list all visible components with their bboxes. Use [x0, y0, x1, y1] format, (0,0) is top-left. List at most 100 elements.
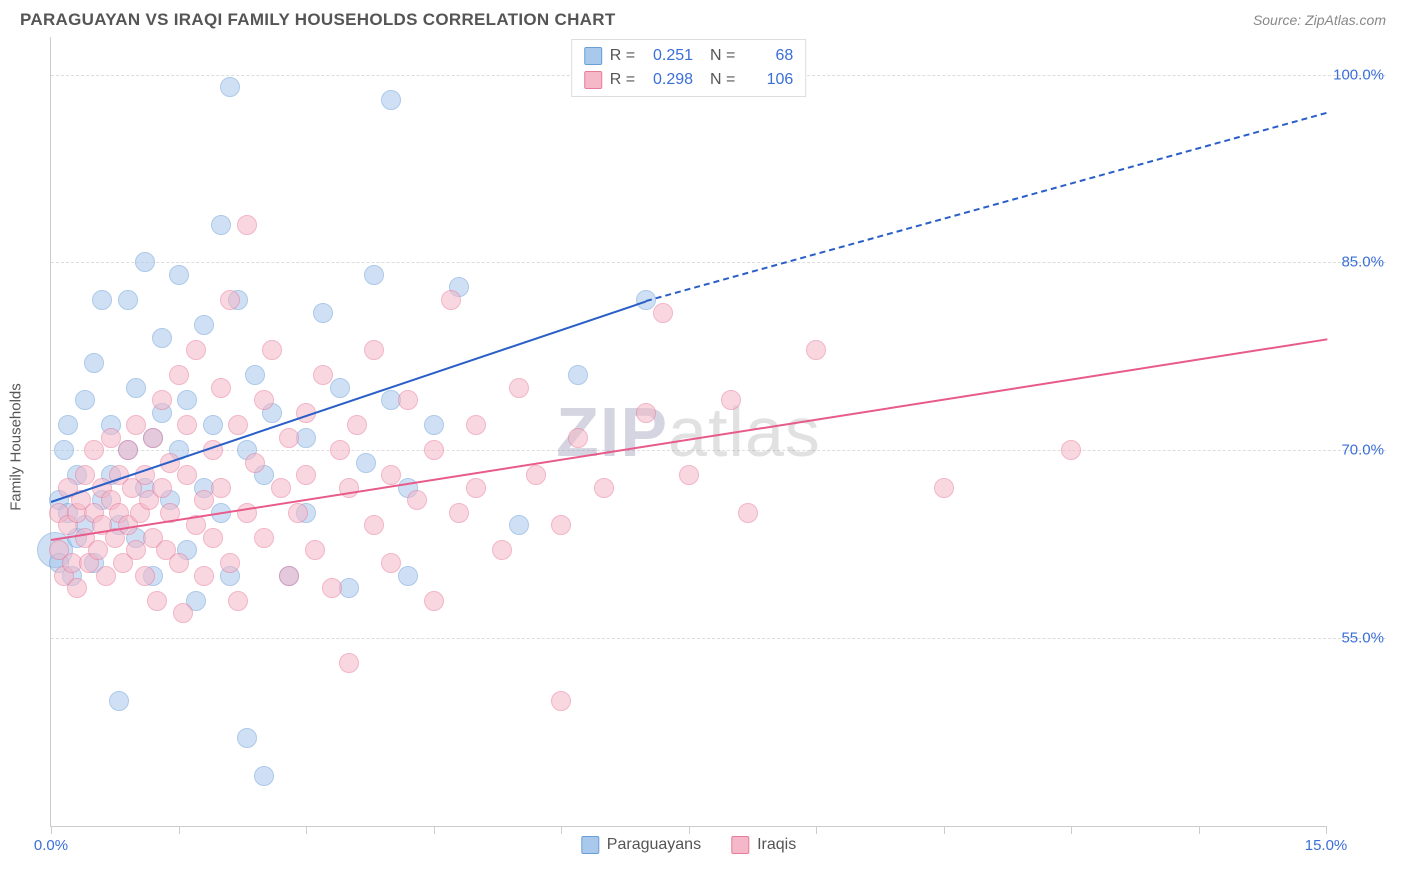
scatter-point	[653, 303, 673, 323]
scatter-point	[313, 365, 333, 385]
scatter-point	[296, 428, 316, 448]
n-value: 106	[743, 68, 793, 92]
x-tick	[306, 826, 307, 834]
scatter-point	[568, 428, 588, 448]
watermark: ZIPatlas	[556, 392, 821, 472]
chart-area: Family Households ZIPatlas R =0.251 N =6…	[50, 37, 1386, 857]
scatter-point	[152, 390, 172, 410]
scatter-point	[934, 478, 954, 498]
scatter-point	[398, 566, 418, 586]
scatter-point	[126, 415, 146, 435]
legend-item: Paraguayans	[581, 836, 701, 854]
scatter-point	[169, 553, 189, 573]
legend-swatch	[581, 836, 599, 854]
scatter-point	[254, 390, 274, 410]
scatter-point	[245, 365, 265, 385]
r-value: 0.298	[643, 68, 693, 92]
scatter-point	[194, 566, 214, 586]
scatter-point	[313, 303, 333, 323]
scatter-point	[296, 465, 316, 485]
stat-label: R =	[610, 44, 635, 68]
scatter-point	[228, 415, 248, 435]
scatter-point	[262, 340, 282, 360]
series-label: Iraqis	[757, 836, 796, 854]
correlation-legend: R =0.251 N =68R =0.298 N =106	[571, 39, 807, 97]
gridline-h	[51, 262, 1386, 263]
scatter-point	[551, 515, 571, 535]
scatter-point	[75, 390, 95, 410]
scatter-point	[220, 290, 240, 310]
x-tick	[1071, 826, 1072, 834]
scatter-point	[424, 415, 444, 435]
y-tick-label: 70.0%	[1329, 442, 1384, 459]
scatter-point	[449, 503, 469, 523]
scatter-point	[636, 403, 656, 423]
scatter-point	[424, 591, 444, 611]
scatter-point	[211, 478, 231, 498]
trend-line	[646, 112, 1327, 302]
scatter-point	[254, 766, 274, 786]
scatter-point	[135, 252, 155, 272]
scatter-point	[441, 290, 461, 310]
scatter-point	[492, 540, 512, 560]
scatter-point	[186, 340, 206, 360]
x-tick	[434, 826, 435, 834]
scatter-point	[738, 503, 758, 523]
scatter-point	[424, 440, 444, 460]
chart-title: PARAGUAYAN VS IRAQI FAMILY HOUSEHOLDS CO…	[20, 10, 616, 30]
scatter-point	[381, 553, 401, 573]
scatter-point	[118, 290, 138, 310]
scatter-point	[364, 340, 384, 360]
scatter-point	[568, 365, 588, 385]
scatter-point	[237, 215, 257, 235]
r-value: 0.251	[643, 44, 693, 68]
scatter-point	[288, 503, 308, 523]
scatter-point	[407, 490, 427, 510]
scatter-point	[84, 353, 104, 373]
n-value: 68	[743, 44, 793, 68]
scatter-point	[92, 290, 112, 310]
series-label: Paraguayans	[607, 836, 701, 854]
scatter-point	[169, 365, 189, 385]
stat-label: N =	[701, 44, 735, 68]
scatter-point	[679, 465, 699, 485]
scatter-point	[381, 90, 401, 110]
gridline-h	[51, 638, 1386, 639]
scatter-point	[509, 378, 529, 398]
scatter-point	[96, 566, 116, 586]
scatter-point	[551, 691, 571, 711]
scatter-point	[177, 390, 197, 410]
source-attribution: Source: ZipAtlas.com	[1253, 12, 1386, 28]
y-tick-label: 85.0%	[1329, 254, 1384, 271]
scatter-point	[118, 440, 138, 460]
scatter-point	[84, 440, 104, 460]
scatter-point	[339, 578, 359, 598]
legend-swatch	[584, 47, 602, 65]
x-tick	[816, 826, 817, 834]
y-axis-label: Family Households	[8, 383, 25, 511]
scatter-point	[806, 340, 826, 360]
scatter-point	[211, 215, 231, 235]
y-tick-label: 55.0%	[1329, 630, 1384, 647]
scatter-point	[211, 378, 231, 398]
scatter-point	[237, 728, 257, 748]
scatter-point	[322, 578, 342, 598]
scatter-point	[194, 490, 214, 510]
scatter-point	[356, 453, 376, 473]
y-tick-label: 100.0%	[1329, 66, 1384, 83]
trend-line	[51, 300, 647, 503]
x-tick	[944, 826, 945, 834]
scatter-point	[254, 528, 274, 548]
scatter-point	[330, 378, 350, 398]
series-legend: Paraguayans Iraqis	[581, 836, 796, 854]
legend-swatch	[584, 71, 602, 89]
scatter-point	[220, 77, 240, 97]
scatter-point	[364, 515, 384, 535]
scatter-point	[245, 453, 265, 473]
scatter-point	[721, 390, 741, 410]
plot-region: ZIPatlas R =0.251 N =68R =0.298 N =106 P…	[50, 37, 1326, 827]
stat-label: N =	[701, 68, 735, 92]
scatter-point	[177, 465, 197, 485]
scatter-point	[152, 328, 172, 348]
scatter-point	[526, 465, 546, 485]
